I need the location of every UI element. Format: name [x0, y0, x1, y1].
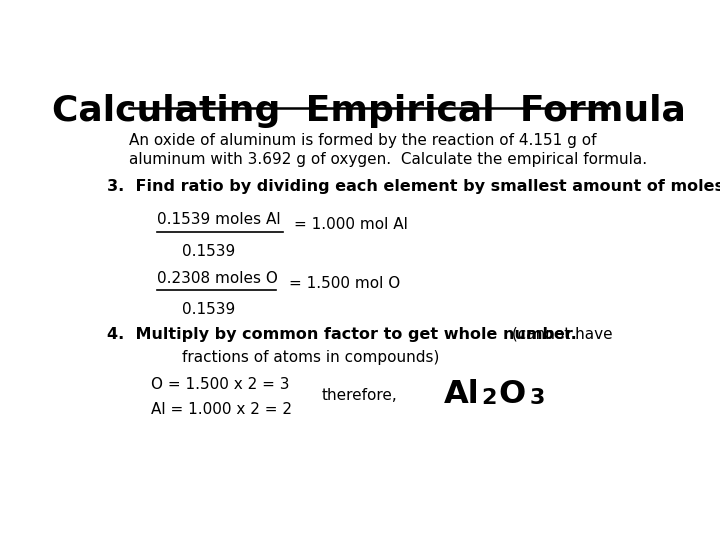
Text: = 1.000 mol Al: = 1.000 mol Al	[294, 218, 408, 232]
Text: 0.1539: 0.1539	[182, 302, 235, 317]
Text: O: O	[498, 379, 525, 410]
Text: Al = 1.000 x 2 = 2: Al = 1.000 x 2 = 2	[151, 402, 292, 417]
Text: 0.1539: 0.1539	[182, 244, 235, 259]
Text: therefore,: therefore,	[322, 388, 397, 403]
Text: Calculating  Empirical  Formula: Calculating Empirical Formula	[52, 94, 686, 128]
Text: 2: 2	[482, 388, 497, 408]
Text: 4.  Multiply by common factor to get whole number.: 4. Multiply by common factor to get whol…	[107, 327, 577, 342]
Text: fractions of atoms in compounds): fractions of atoms in compounds)	[182, 350, 439, 366]
Text: An oxide of aluminum is formed by the reaction of 4.151 g of: An oxide of aluminum is formed by the re…	[129, 133, 597, 148]
Text: (cannot have: (cannot have	[508, 327, 613, 342]
Text: = 1.500 mol O: = 1.500 mol O	[289, 275, 400, 291]
Text: 0.1539 moles Al: 0.1539 moles Al	[157, 212, 281, 227]
Text: aluminum with 3.692 g of oxygen.  Calculate the empirical formula.: aluminum with 3.692 g of oxygen. Calcula…	[129, 152, 647, 167]
Text: Al: Al	[444, 379, 480, 410]
Text: 0.2308 moles O: 0.2308 moles O	[157, 271, 278, 286]
Text: 3.  Find ratio by dividing each element by smallest amount of moles.: 3. Find ratio by dividing each element b…	[107, 179, 720, 194]
Text: 3: 3	[529, 388, 544, 408]
Text: O = 1.500 x 2 = 3: O = 1.500 x 2 = 3	[151, 377, 290, 392]
